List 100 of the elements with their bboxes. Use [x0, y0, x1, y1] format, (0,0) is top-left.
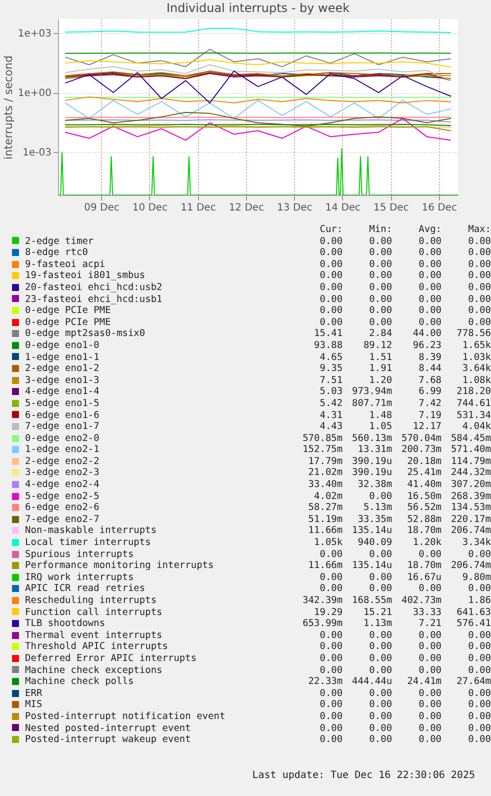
text: 570.85m 560.13m 570.04m 584.45m — [302, 432, 491, 444]
legend-label: Posted-interrupt notification event — [25, 710, 226, 722]
text: 17.79m 390.19u 20.18m 114.79m — [308, 456, 491, 467]
x-tick-label: 10 Dec — [132, 202, 168, 214]
text: 7.51 1.20 7.68 1.08k — [320, 374, 491, 386]
y-tick-label: 1e-03 — [22, 148, 52, 159]
text: 0.00 0.00 0.00 0.00 — [320, 316, 491, 328]
text: 0.00 0.00 0.00 0.00 — [320, 710, 491, 722]
text: 0.00 0.00 0.00 0.00 — [320, 258, 491, 270]
x-tick-label: 15 Dec — [374, 202, 409, 214]
legend-label: Non-maskable interrupts — [25, 525, 157, 536]
text: 0.00 0.00 0.00 0.00 — [320, 282, 491, 293]
legend-label: 3-edge eno1-3 — [25, 374, 100, 386]
text: 0.00 0.00 16.67u 9.80m — [320, 572, 491, 583]
text: Cur: — [318, 224, 343, 236]
text: 93.88 89.12 96.23 1.65k — [314, 340, 491, 351]
legend-label: Threshold APIC interrupts — [25, 641, 168, 652]
legend-label: Posted-interrupt wakeup event — [25, 734, 191, 746]
text: 1.05k 940.09 1.20k 3.34k — [314, 537, 491, 548]
text: 33.40m 32.38m 41.40m 307.20m — [308, 479, 491, 490]
text: 0.00 0.00 0.00 0.00 — [320, 722, 491, 734]
legend-label: 23-fasteoi ehci_hcd:usb1 — [25, 294, 162, 305]
legend-label: 1-edge eno1-1 — [25, 352, 100, 363]
legend-label: 0-edge PCIe PME — [25, 316, 111, 328]
legend-label: APIC ICR read retries — [25, 583, 146, 594]
legend-label: 7-edge eno2-7 — [25, 514, 100, 525]
text: 0.00 0.00 0.00 0.00 — [320, 734, 491, 746]
text: 0.00 0.00 0.00 0.00 — [320, 664, 491, 676]
text: 21.02m 390.19u 25.41m 244.32m — [308, 467, 491, 478]
text: Max: — [467, 224, 491, 236]
legend-label: 2-edge timer — [25, 236, 94, 247]
legend-label: 2-edge eno2-2 — [25, 456, 100, 467]
text: 11.66m 135.14u 18.70m 206.74m — [308, 560, 491, 572]
text: 19.29 15.21 33.33 641.63 — [314, 606, 491, 618]
legend-label: 0-edge mpt2sas0-msix0 — [25, 328, 146, 340]
text: 0.00 0.00 0.00 0.00 — [320, 305, 491, 316]
x-tick-label: 12 Dec — [228, 202, 264, 214]
x-tick-label: 14 Dec — [325, 202, 361, 214]
text: 0.00 0.00 0.00 0.00 — [320, 236, 491, 247]
text: 152.75m 13.31m 200.73m 571.40m — [302, 444, 491, 456]
text: 0.00 0.00 0.00 0.00 — [320, 630, 491, 641]
legend-label: 5-edge eno2-5 — [25, 490, 100, 502]
legend-label: 7-edge eno1-7 — [25, 421, 100, 432]
legend-label: 4-edge eno1-4 — [25, 386, 100, 398]
legend-label: Rescheduling interrupts — [25, 595, 157, 606]
text: 0.00 0.00 0.00 0.00 — [320, 688, 491, 699]
text: 0.00 0.00 0.00 0.00 — [320, 548, 491, 560]
legend-label: 6-edge eno1-6 — [25, 410, 100, 420]
text: Last update: Tue Dec 16 22:30:06 2025 — [252, 770, 475, 781]
text: 0.00 0.00 0.00 0.00 — [320, 247, 491, 258]
legend-label: Nested posted-interrupt event — [25, 722, 191, 734]
legend-label: 0-edge eno1-0 — [25, 340, 100, 351]
legend-label: 2-edge eno1-2 — [25, 363, 100, 374]
legend-label: Machine check polls — [25, 676, 134, 688]
text: 15.41 2.84 44.00 778.56 — [314, 328, 491, 340]
legend-label: 0-edge PCIe PME — [25, 305, 111, 316]
legend-label: 6-edge eno2-6 — [25, 502, 100, 514]
legend-label: Function call interrupts — [25, 606, 162, 618]
text: 51.19m 33.35m 52.88m 220.17m — [308, 514, 491, 525]
text: Min: — [368, 224, 392, 236]
text: 653.99m 1.13m 7.21 576.41 — [302, 618, 491, 630]
text: 5.03 973.94m 6.99 218.20 — [320, 386, 491, 398]
text: 22.33m 444.44u 24.41m 27.64m — [308, 676, 491, 688]
legend-label: TLB shootdowns — [25, 618, 106, 630]
text: 4.43 1.05 12.17 4.04k — [320, 421, 491, 432]
legend-label: 1-edge eno2-1 — [25, 444, 100, 456]
text: 0.00 0.00 0.00 0.00 — [320, 270, 491, 282]
text: 0.00 0.00 0.00 0.00 — [320, 294, 491, 305]
text: 0.00 0.00 0.00 0.00 — [320, 699, 491, 710]
legend-label: MIS — [25, 699, 42, 710]
chart-title: Individual interrupts - by week — [166, 1, 350, 15]
legend-label: ERR — [25, 688, 42, 699]
legend-label: 0-edge eno2-0 — [25, 432, 100, 444]
legend-label: 4-edge eno2-4 — [25, 479, 100, 490]
legend-label: Deferred Error APIC interrupts — [25, 652, 197, 664]
x-tick-label: 11 Dec — [180, 202, 216, 214]
legend-label: Local timer interrupts — [25, 537, 151, 548]
text: 9.35 1.91 8.44 3.64k — [320, 363, 491, 374]
y-tick-label: 1e+00 — [18, 88, 52, 100]
legend-label: Machine check exceptions — [25, 664, 162, 676]
x-tick-label: 13 Dec — [277, 202, 312, 214]
text: 342.39m 168.55m 402.73m 1.86 — [302, 595, 491, 606]
legend-label: 20-fasteoi ehci_hcd:usb2 — [25, 282, 162, 293]
x-tick-label: 09 Dec — [84, 202, 120, 214]
legend-label: Performance monitoring interrupts — [25, 560, 214, 572]
legend-label: 8-edge rtc0 — [25, 247, 88, 258]
legend-label: Thermal event interrupts — [25, 630, 162, 641]
y-tick-label: 1e+03 — [18, 28, 52, 40]
legend-label: IRQ work interrupts — [25, 572, 134, 583]
legend-label: Spurious interrupts — [25, 548, 134, 560]
text: 4.02m 0.00 16.50m 268.39m — [314, 490, 491, 502]
y-axis-title: interrupts / second — [2, 56, 15, 160]
x-tick-label: 16 Dec — [422, 202, 458, 214]
text: Avg: — [418, 224, 442, 236]
text: 4.65 1.51 8.39 1.03k — [320, 352, 491, 363]
legend-label: 9-fasteoi acpi — [25, 258, 106, 270]
legend-label: 19-fasteoi i801_smbus — [25, 270, 146, 282]
text: 58.27m 5.13m 56.52m 134.53m — [308, 502, 491, 514]
legend-label: 5-edge eno1-5 — [25, 398, 100, 409]
legend-label: 3-edge eno2-3 — [25, 467, 100, 478]
